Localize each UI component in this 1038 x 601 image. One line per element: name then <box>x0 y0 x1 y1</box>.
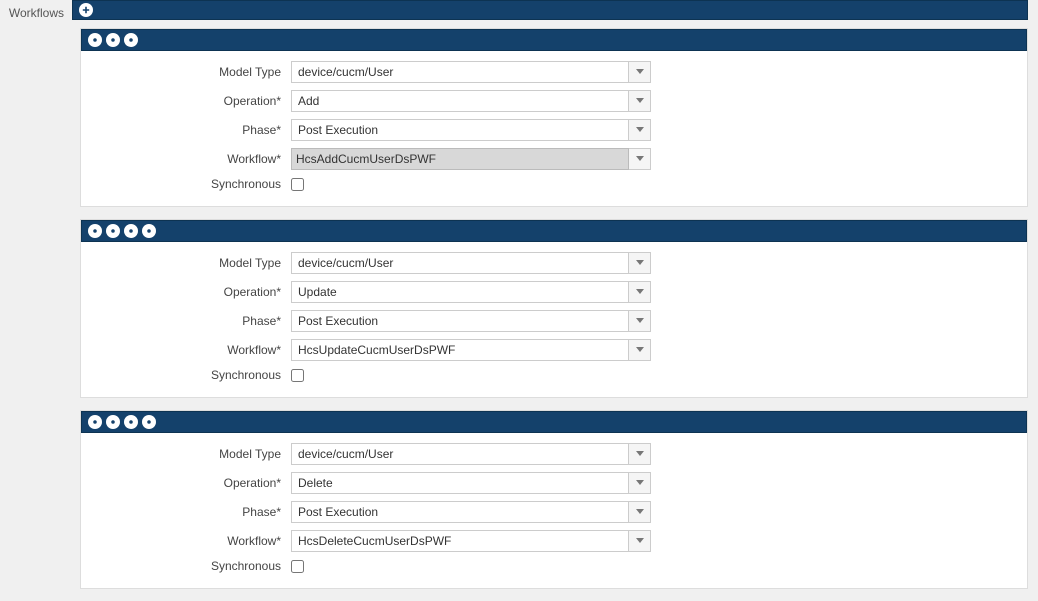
dropdown-toggle[interactable] <box>629 252 651 274</box>
field-label: Model Type <box>91 65 291 79</box>
row-model-type: Model Type <box>91 252 1017 274</box>
field-wrap <box>291 252 651 274</box>
checkbox-cell <box>291 560 651 573</box>
row-model-type: Model Type <box>91 61 1017 83</box>
section-action-button[interactable] <box>88 33 102 47</box>
row-model-type: Model Type <box>91 443 1017 465</box>
section-bar <box>81 220 1027 242</box>
workflow-input[interactable] <box>291 339 629 361</box>
main-content: Model Type Operation* Phase* Workflow* Synch… <box>72 0 1038 601</box>
dropdown-toggle[interactable] <box>629 443 651 465</box>
field-wrap <box>291 443 651 465</box>
dropdown-toggle[interactable] <box>629 90 651 112</box>
phase-input[interactable] <box>291 119 629 141</box>
row-workflow: Workflow* <box>91 148 1017 170</box>
field-wrap <box>291 472 651 494</box>
dropdown-toggle[interactable] <box>629 310 651 332</box>
row-synchronous: Synchronous <box>91 368 1017 382</box>
row-workflow: Workflow* <box>91 530 1017 552</box>
field-label: Model Type <box>91 256 291 270</box>
section-bar <box>81 411 1027 433</box>
dropdown-toggle[interactable] <box>629 119 651 141</box>
workflow-input[interactable] <box>291 530 629 552</box>
top-bar <box>72 0 1028 20</box>
dropdown-toggle[interactable] <box>629 530 651 552</box>
section-action-button[interactable] <box>106 224 120 238</box>
operation-input[interactable] <box>291 281 629 303</box>
section-action-button[interactable] <box>142 415 156 429</box>
section-action-button[interactable] <box>88 224 102 238</box>
phase-input[interactable] <box>291 310 629 332</box>
field-label: Operation* <box>91 94 291 108</box>
field-wrap <box>291 501 651 523</box>
row-phase: Phase* <box>91 310 1017 332</box>
field-label: Phase* <box>91 505 291 519</box>
field-label: Model Type <box>91 447 291 461</box>
field-label: Synchronous <box>91 559 291 573</box>
dropdown-toggle[interactable] <box>629 501 651 523</box>
field-wrap <box>291 281 651 303</box>
operation-input[interactable] <box>291 90 629 112</box>
workflow-section: Model Type Operation* Phase* Workflow* Synch… <box>80 219 1028 398</box>
workflow-input[interactable] <box>291 148 629 170</box>
section-action-button[interactable] <box>142 224 156 238</box>
synchronous-checkbox[interactable] <box>291 178 304 191</box>
section-body: Model Type Operation* Phase* Workflow* Synch… <box>81 51 1027 206</box>
operation-input[interactable] <box>291 472 629 494</box>
dropdown-toggle[interactable] <box>629 61 651 83</box>
row-synchronous: Synchronous <box>91 177 1017 191</box>
model-type-input[interactable] <box>291 61 629 83</box>
section-action-button[interactable] <box>124 224 138 238</box>
checkbox-cell <box>291 369 651 382</box>
dropdown-toggle[interactable] <box>629 281 651 303</box>
row-synchronous: Synchronous <box>91 559 1017 573</box>
field-label: Workflow* <box>91 534 291 548</box>
add-section-button[interactable] <box>79 3 93 17</box>
dropdown-toggle[interactable] <box>629 472 651 494</box>
field-wrap <box>291 148 651 170</box>
field-label: Synchronous <box>91 177 291 191</box>
field-wrap <box>291 530 651 552</box>
dropdown-toggle[interactable] <box>629 148 651 170</box>
checkbox-cell <box>291 178 651 191</box>
row-phase: Phase* <box>91 119 1017 141</box>
field-label: Operation* <box>91 285 291 299</box>
phase-input[interactable] <box>291 501 629 523</box>
section-action-button[interactable] <box>106 415 120 429</box>
row-workflow: Workflow* <box>91 339 1017 361</box>
dropdown-toggle[interactable] <box>629 339 651 361</box>
workflow-section: Model Type Operation* Phase* Workflow* Synch… <box>80 410 1028 589</box>
section-action-button[interactable] <box>124 33 138 47</box>
field-wrap <box>291 90 651 112</box>
section-action-button[interactable] <box>106 33 120 47</box>
synchronous-checkbox[interactable] <box>291 369 304 382</box>
section-action-button[interactable] <box>124 415 138 429</box>
field-label: Workflow* <box>91 152 291 166</box>
section-action-button[interactable] <box>88 415 102 429</box>
section-body: Model Type Operation* Phase* Workflow* Synch… <box>81 433 1027 588</box>
field-label: Phase* <box>91 314 291 328</box>
synchronous-checkbox[interactable] <box>291 560 304 573</box>
field-wrap <box>291 339 651 361</box>
row-operation: Operation* <box>91 281 1017 303</box>
field-label: Phase* <box>91 123 291 137</box>
model-type-input[interactable] <box>291 252 629 274</box>
section-body: Model Type Operation* Phase* Workflow* Synch… <box>81 242 1027 397</box>
workflows-panel: Workflows Model Type Operation* Phase* Work… <box>0 0 1038 601</box>
field-wrap <box>291 119 651 141</box>
panel-label: Workflows <box>0 0 72 601</box>
field-label: Workflow* <box>91 343 291 357</box>
row-operation: Operation* <box>91 472 1017 494</box>
model-type-input[interactable] <box>291 443 629 465</box>
workflow-section: Model Type Operation* Phase* Workflow* Synch… <box>80 28 1028 207</box>
field-wrap <box>291 61 651 83</box>
field-wrap <box>291 310 651 332</box>
field-label: Operation* <box>91 476 291 490</box>
field-label: Synchronous <box>91 368 291 382</box>
row-operation: Operation* <box>91 90 1017 112</box>
row-phase: Phase* <box>91 501 1017 523</box>
section-bar <box>81 29 1027 51</box>
